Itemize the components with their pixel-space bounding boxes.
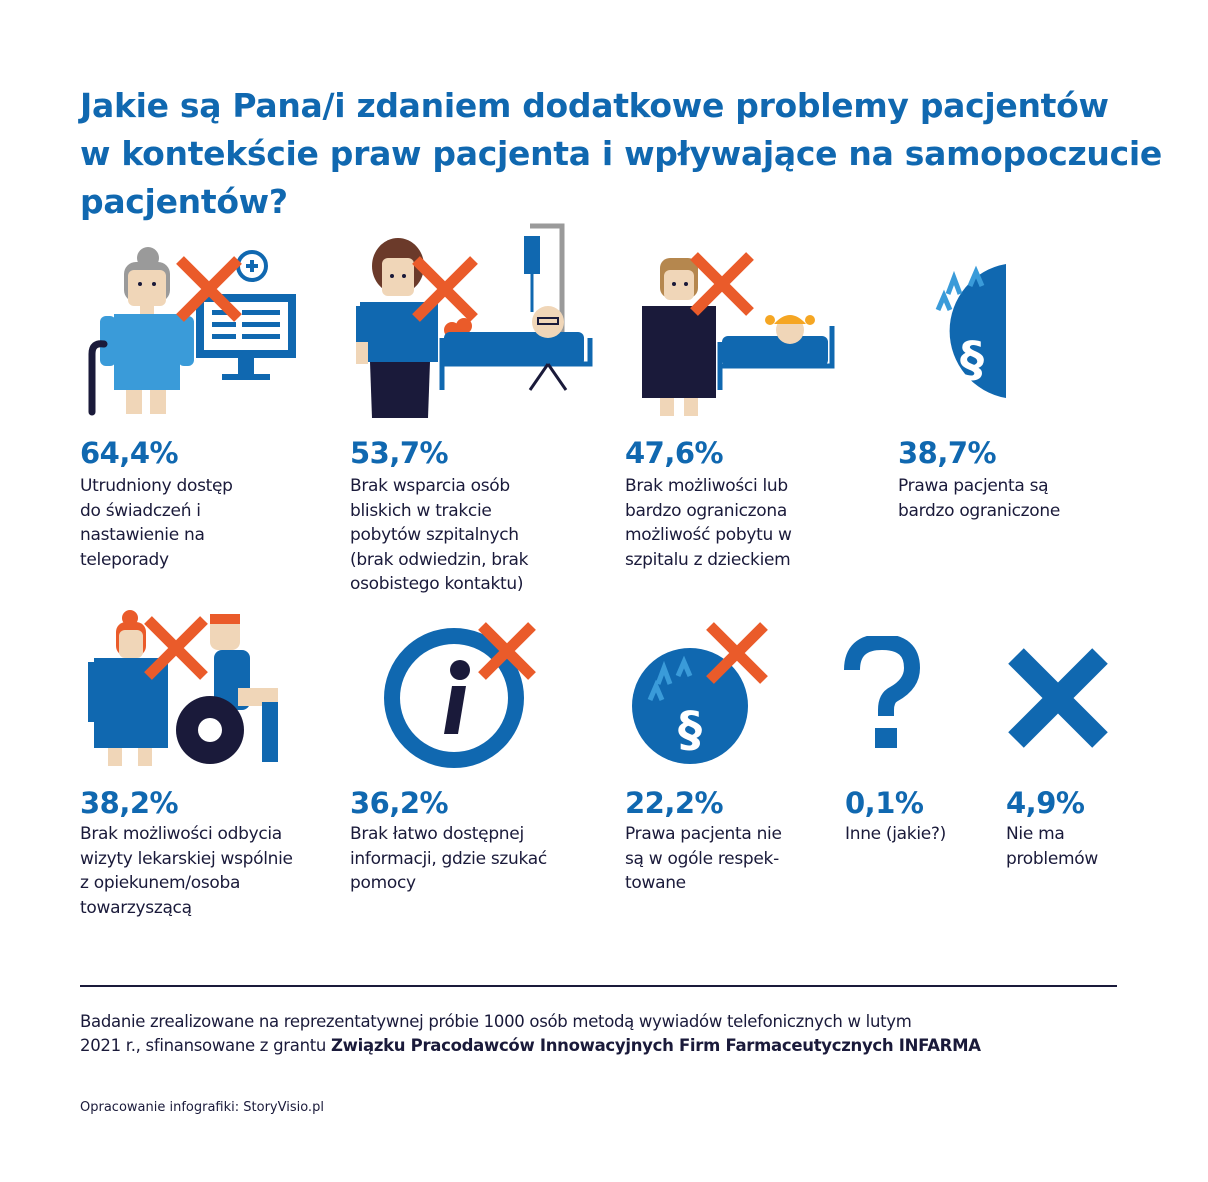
stat-description: Brak łatwo dostępnej informacji, gdzie s… — [350, 822, 547, 896]
desc-line: informacji, gdzie szukać — [350, 848, 547, 869]
stat-description: Brak wsparcia osób bliskich w trakcie po… — [350, 474, 528, 597]
desc-line: są w ogóle respek- — [625, 848, 779, 869]
desc-line: bliskich w trakcie — [350, 500, 492, 521]
infographic-credit: Opracowanie infografiki: StoryVisio.pl — [80, 1100, 324, 1115]
desc-line: teleporady — [80, 549, 169, 570]
source-line-1: Badanie zrealizowane na reprezentatywnej… — [80, 1012, 912, 1031]
desc-line: towarzyszącą — [80, 897, 192, 918]
source-sponsor: Związku Pracodawców Innowacyjnych Firm F… — [331, 1036, 981, 1055]
stat-percent: 0,1% — [845, 786, 924, 820]
desc-line: do świadczeń i — [80, 500, 201, 521]
hospital-visit-icon — [356, 223, 593, 418]
question-mark-icon — [844, 636, 921, 748]
stat-description: Prawa pacjenta nie są w ogóle respek- to… — [625, 822, 782, 896]
desc-line: Prawa pacjenta są — [898, 476, 1049, 496]
title-line-1: Jakie są Pana/i zdaniem dodatkowe proble… — [80, 86, 1109, 125]
desc-line: Nie ma — [1006, 824, 1065, 844]
desc-line: nastawienie na — [80, 525, 205, 545]
desc-line: pomocy — [350, 873, 416, 893]
restricted-law-icon: § — [935, 264, 1006, 398]
stat-percent: 47,6% — [625, 436, 724, 470]
stat-percent: 64,4% — [80, 436, 179, 470]
desc-line: z opiekunem/osoba — [80, 873, 241, 893]
stat-percent: 36,2% — [350, 786, 449, 820]
stat-description: Utrudniony dostęp do świadczeń i nastawi… — [80, 474, 233, 572]
desc-line: możliwość pobytu w — [625, 525, 792, 545]
information-icon — [384, 622, 536, 768]
stat-description: Inne (jakie?) — [845, 822, 946, 847]
desc-line: towane — [625, 873, 686, 893]
desc-line: osobistego kontaktu) — [350, 574, 524, 594]
desc-line: (brak odwiedzin, brak — [350, 549, 529, 570]
title-line-3: pacjentów? — [80, 182, 288, 221]
desc-line: Brak możliwości odbycia — [80, 824, 282, 844]
source-prefix: 2021 r., sfinansowane z grantu — [80, 1036, 332, 1055]
stat-description: Prawa pacjenta są bardzo ograniczone — [898, 474, 1060, 523]
stat-percent: 4,9% — [1006, 786, 1085, 820]
page-title: Jakie są Pana/i zdaniem dodatkowe proble… — [80, 82, 1170, 226]
source-line-2: 2021 r., sfinansowane z grantu Związku P… — [80, 1034, 1140, 1058]
source-note: Badanie zrealizowane na reprezentatywnej… — [80, 1010, 1140, 1058]
law-crossed-icon: § — [632, 622, 768, 764]
desc-line: Brak wsparcia osób — [350, 476, 510, 496]
desc-line: pobytów szpitalnych — [350, 525, 519, 545]
desc-line: wizyty lekarskiej wspólnie — [80, 848, 293, 869]
svg-text:§: § — [960, 332, 984, 388]
stat-percent: 22,2% — [625, 786, 724, 820]
desc-line: Brak możliwości lub — [625, 476, 788, 496]
desc-line: problemów — [1006, 848, 1098, 869]
desc-line: Prawa pacjenta nie — [625, 824, 782, 844]
title-line-2: w kontekście praw pacjenta i wpływające … — [80, 134, 1162, 173]
stat-percent: 38,7% — [898, 436, 997, 470]
desc-line: Inne (jakie?) — [845, 824, 946, 844]
stat-description: Brak możliwości lub bardzo ograniczona m… — [625, 474, 792, 572]
stat-description: Nie ma problemów — [1006, 822, 1098, 871]
stat-percent: 53,7% — [350, 436, 449, 470]
desc-line: bardzo ograniczona — [625, 500, 787, 521]
wheelchair-caregiver-icon — [88, 610, 278, 766]
stat-percent: 38,2% — [80, 786, 179, 820]
desc-line: Brak łatwo dostępnej — [350, 824, 524, 844]
blue-x-icon — [1008, 648, 1108, 748]
desc-line: bardzo ograniczone — [898, 500, 1061, 521]
parent-child-hospital-icon — [642, 252, 835, 416]
desc-line: Utrudniony dostęp — [80, 476, 233, 496]
elderly-woman-computer-icon — [88, 247, 296, 416]
divider — [80, 985, 1117, 987]
desc-line: szpitalu z dzieckiem — [625, 549, 791, 570]
stat-description: Brak możliwości odbycia wizyty lekarskie… — [80, 822, 293, 920]
svg-text:§: § — [678, 702, 702, 758]
